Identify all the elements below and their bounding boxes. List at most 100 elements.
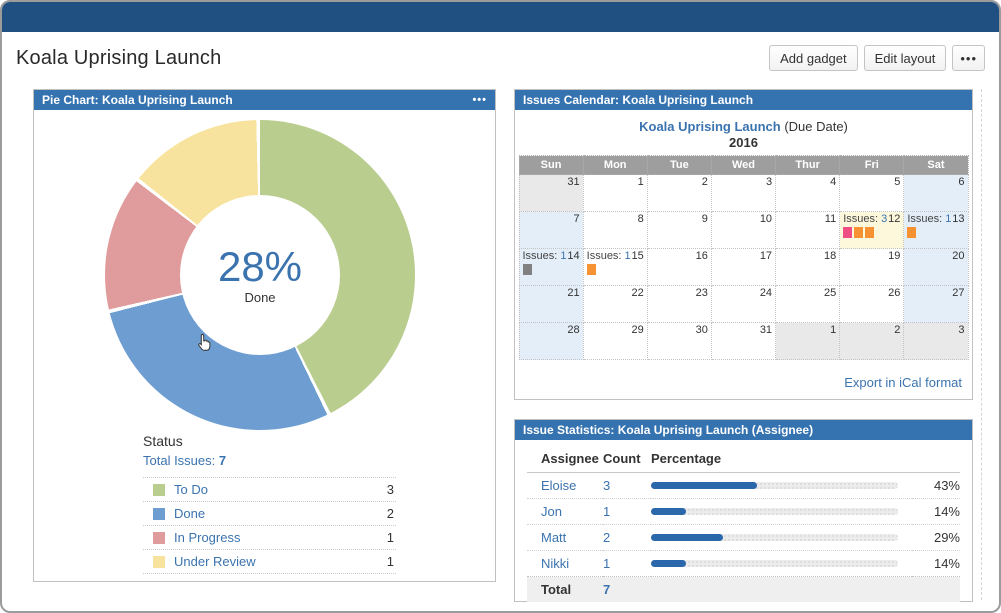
- issue-statistics-gadget: Issue Statistics: Koala Uprising Launch …: [514, 419, 973, 602]
- calendar-day-cell[interactable]: 11: [775, 211, 841, 249]
- assignee-link[interactable]: Nikki: [541, 556, 570, 571]
- calendar-project-link[interactable]: Koala Uprising Launch: [639, 119, 781, 134]
- assignee-link[interactable]: Matt: [541, 530, 567, 545]
- calendar-day-cell[interactable]: Issues: 3 12: [839, 211, 905, 249]
- count-link[interactable]: 3: [603, 478, 611, 493]
- calendar-day-cell[interactable]: 31: [710, 322, 777, 360]
- calendar-day-cell[interactable]: Issues: 1 15: [582, 248, 648, 286]
- legend-rows: To Do 3 Done 2 In Progress 1 Under Review 1: [143, 477, 396, 574]
- calendar-day-cell[interactable]: Issues: 1 14: [518, 248, 584, 286]
- day-number: 21: [567, 287, 580, 299]
- percentage-bar-fill: [651, 482, 758, 489]
- legend-status-link[interactable]: To Do: [174, 482, 208, 497]
- col-count: Count: [603, 444, 651, 473]
- calendar-day-cell[interactable]: Issues: 1 13: [903, 211, 969, 249]
- calendar-day-headers: Sun Mon Tue Wed Thur Fri Sat: [518, 155, 969, 175]
- calendar-day-cell[interactable]: 26: [839, 285, 905, 323]
- percentage-bar-fill: [651, 534, 723, 541]
- count-link[interactable]: 1: [603, 556, 611, 571]
- calendar-day-cell[interactable]: 20: [903, 248, 969, 286]
- calendar-day-cell[interactable]: 10: [710, 211, 777, 249]
- cell-issues-count-link[interactable]: 1: [560, 250, 567, 262]
- issue-marker-icon[interactable]: [843, 227, 853, 238]
- legend-row: To Do 3: [143, 477, 396, 501]
- calendar-day-cell[interactable]: 22: [582, 285, 648, 323]
- count-link[interactable]: 2: [603, 530, 611, 545]
- calendar-day-cell[interactable]: 2: [646, 174, 712, 212]
- stats-body: Assignee Count Percentage Eloise 3 43% Jon 1…: [515, 440, 972, 602]
- assignee-link[interactable]: Jon: [541, 504, 562, 519]
- percentage-bar-track: [651, 482, 898, 489]
- calendar-day-cell[interactable]: 30: [646, 322, 712, 360]
- calendar-day-cell[interactable]: 17: [710, 248, 777, 286]
- calendar-day-cell[interactable]: 7: [518, 211, 584, 249]
- calendar-day-header: Fri: [839, 155, 905, 175]
- legend-row: Done 2: [143, 501, 396, 525]
- calendar-day-cell[interactable]: 16: [646, 248, 712, 286]
- legend-swatch: [153, 483, 165, 496]
- day-number: 23: [695, 287, 708, 299]
- calendar-day-cell[interactable]: 2: [839, 322, 905, 360]
- legend-status-link[interactable]: Done: [174, 506, 206, 521]
- calendar-day-cell[interactable]: 25: [775, 285, 841, 323]
- pie-chart[interactable]: 28% Done: [105, 120, 415, 430]
- day-number: 16: [695, 250, 708, 262]
- day-number: 5: [894, 176, 901, 188]
- day-number: 3: [958, 324, 965, 336]
- legend-status-link[interactable]: Under Review: [174, 554, 256, 569]
- calendar-day-cell[interactable]: 3: [903, 322, 969, 360]
- calendar-day-cell[interactable]: 1: [582, 174, 648, 212]
- cell-issues-count-link[interactable]: 1: [624, 250, 631, 262]
- calendar-day-cell[interactable]: 4: [775, 174, 841, 212]
- calendar-day-cell[interactable]: 23: [646, 285, 712, 323]
- more-actions-button[interactable]: •••: [952, 45, 985, 71]
- calendar-day-cell[interactable]: 31: [518, 174, 584, 212]
- calendar-day-cell[interactable]: 8: [582, 211, 648, 249]
- percentage-bar-fill: [651, 508, 686, 515]
- calendar-day-cell[interactable]: 29: [582, 322, 648, 360]
- issue-marker-icon[interactable]: [854, 227, 864, 238]
- gadget-menu-icon[interactable]: •••: [472, 94, 487, 106]
- legend-count: 1: [386, 530, 394, 545]
- calendar-day-cell[interactable]: 18: [775, 248, 841, 286]
- issue-marker-icon[interactable]: [522, 264, 532, 275]
- edit-layout-button[interactable]: Edit layout: [863, 45, 947, 71]
- pie-chart-gadget: Pie Chart: Koala Uprising Launch ••• 28%…: [33, 89, 496, 582]
- add-gadget-button[interactable]: Add gadget: [769, 45, 858, 71]
- day-number: 26: [888, 287, 901, 299]
- calendar-day-header: Wed: [710, 155, 777, 175]
- app-navbar[interactable]: [2, 2, 999, 32]
- cell-issues-count-link[interactable]: 3: [881, 213, 888, 225]
- ellipsis-icon: •••: [960, 50, 977, 66]
- stats-row: Jon 1 14%: [527, 498, 960, 525]
- cell-issues-label: Issues: 3: [843, 213, 888, 225]
- calendar-day-cell[interactable]: 27: [903, 285, 969, 323]
- day-number: 12: [888, 213, 901, 225]
- calendar-day-cell[interactable]: 19: [839, 248, 905, 286]
- day-number: 20: [952, 250, 965, 262]
- calendar-week-row: 7 8 9 10 11 Issues: 3 12 Issues: 1 13: [518, 211, 969, 249]
- calendar-day-cell[interactable]: 21: [518, 285, 584, 323]
- calendar-day-cell[interactable]: 6: [903, 174, 969, 212]
- calendar-day-cell[interactable]: 9: [646, 211, 712, 249]
- export-ical-link[interactable]: Export in iCal format: [844, 375, 962, 390]
- total-issues-link[interactable]: Total Issues: 7: [143, 453, 227, 468]
- pie-gadget-header: Pie Chart: Koala Uprising Launch •••: [34, 90, 495, 110]
- calendar-day-cell[interactable]: 24: [710, 285, 777, 323]
- calendar-day-cell[interactable]: 3: [710, 174, 777, 212]
- calendar-day-cell[interactable]: 5: [839, 174, 905, 212]
- cell-issues-count-link[interactable]: 1: [945, 213, 952, 225]
- assignee-link[interactable]: Eloise: [541, 478, 577, 493]
- issue-marker-icon[interactable]: [586, 264, 596, 275]
- issue-marker-icon[interactable]: [865, 227, 875, 238]
- calendar-day-cell[interactable]: 28: [518, 322, 584, 360]
- day-number: 29: [631, 324, 644, 336]
- calendar-week-row: Issues: 1 14 Issues: 1 15 16 17 18 19 20: [518, 248, 969, 286]
- calendar-day-cell[interactable]: 1: [775, 322, 841, 360]
- legend-status-link[interactable]: In Progress: [174, 530, 241, 545]
- count-link[interactable]: 1: [603, 504, 611, 519]
- calendar-day-header: Mon: [582, 155, 648, 175]
- issue-marker-icon[interactable]: [907, 227, 917, 238]
- day-number: 7: [573, 213, 580, 225]
